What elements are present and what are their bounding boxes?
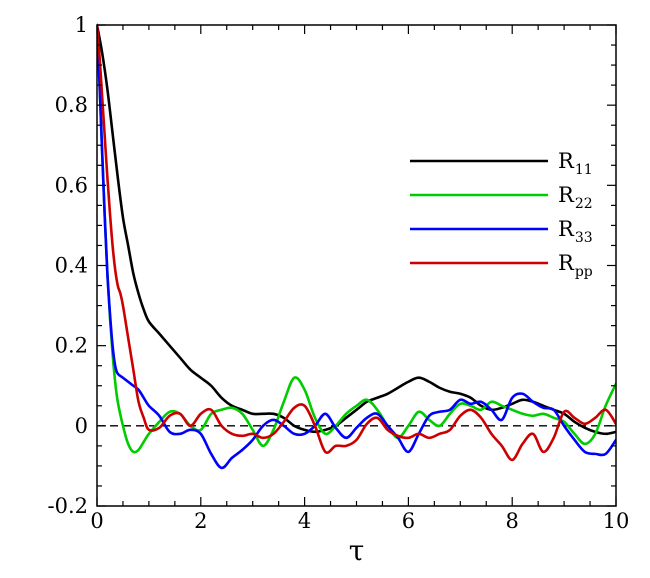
y-tick-label: 0.4 [55,254,88,278]
x-axis-title: τ [349,534,365,567]
tick-labels: 0 2 4 6 8 10-0.200.20.40.60.81 [48,13,630,533]
legend-label-r33: R33 [558,217,593,246]
y-tick-label: 0.2 [55,334,88,358]
series-line-r11 [97,23,616,436]
y-tick-label: -0.2 [48,494,89,518]
legend-label-r22: R22 [558,183,593,212]
legend-label-rpp: Rpp [558,251,593,280]
y-tick-label: 0.6 [55,173,88,197]
y-tick-label: 0 [75,414,88,438]
series-line-r22 [97,23,616,454]
x-tick-label: 10 [603,509,630,533]
x-tick-label: 6 [402,509,415,533]
series-line-r33 [97,23,616,470]
legend: R11 R22 R33 Rpp [410,149,593,280]
x-tick-label: 4 [298,509,311,533]
tick-marks [96,24,617,507]
y-tick-label: 0.8 [55,93,88,117]
x-tick-label: 0 [90,509,103,533]
x-tick-label: 2 [194,509,207,533]
legend-label-r11: R11 [558,149,593,178]
y-tick-label: 1 [75,13,88,37]
series-line-rpp [97,23,616,462]
x-tick-label: 8 [506,509,519,533]
series-group [97,23,616,470]
